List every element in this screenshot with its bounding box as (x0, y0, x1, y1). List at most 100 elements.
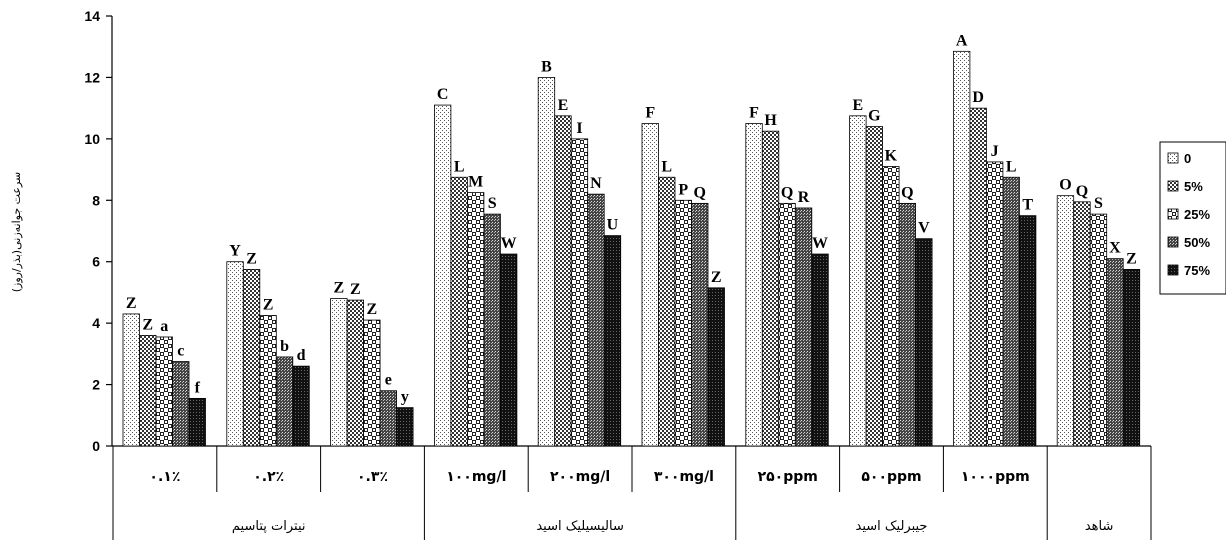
bar-letter-label: Y (229, 243, 241, 260)
bar-letter-label: X (1109, 240, 1121, 257)
bar-letter-label: Z (350, 281, 361, 298)
bar-letter-label: N (590, 175, 602, 192)
bar-letter-label: c (177, 343, 184, 360)
bar (882, 166, 900, 447)
legend-swatch (1167, 208, 1179, 220)
legend-label: 5% (1184, 179, 1203, 194)
bar (122, 313, 140, 447)
bar (330, 298, 348, 447)
y-tick-label: 6 (92, 254, 100, 270)
bar-letter-label: Z (126, 295, 137, 312)
legend-swatch (1167, 180, 1179, 192)
bar (794, 207, 813, 447)
y-tick-label: 8 (92, 192, 100, 208)
category-label: ٢۵٠ppm (758, 469, 818, 485)
bar-letter-label: T (1022, 197, 1033, 214)
y-tick-label: 4 (92, 315, 100, 331)
bar (986, 161, 1004, 447)
bar (1089, 213, 1108, 447)
bar (346, 299, 365, 447)
bar (188, 397, 206, 447)
group-label: شاهد (1085, 519, 1114, 534)
bar-letter-label: S (1094, 195, 1103, 212)
bar-letter-label: Q (694, 184, 706, 201)
category-label: ٢٠٠mg/l (550, 469, 610, 485)
bar-letter-label: Q (781, 184, 793, 201)
bar-letter-label: e (385, 372, 392, 389)
bar-letter-label: Z (334, 280, 345, 297)
bar (969, 107, 987, 447)
bar-letter-label: Z (142, 316, 153, 333)
bar-letter-label: V (918, 220, 930, 237)
bar-letter-label: K (885, 148, 898, 165)
legend-swatch (1167, 152, 1179, 164)
bar-letter-label: Z (367, 301, 378, 318)
bar-letter-label: R (798, 189, 810, 206)
bar-letter-label: M (468, 174, 483, 191)
legend-swatch (1167, 264, 1179, 276)
bar (641, 123, 659, 447)
bar (674, 199, 692, 447)
bar (778, 202, 796, 447)
bar (275, 356, 294, 447)
bar (1106, 258, 1124, 447)
category-label: ٠.٣٪ (357, 469, 388, 485)
bar-letter-label: P (678, 181, 688, 198)
bar-letter-label: W (812, 235, 828, 252)
bar (745, 123, 763, 447)
bar (587, 193, 605, 447)
group-label: جیبرلیک اسید (856, 519, 928, 534)
group-label: سالیسیلیک اسید (536, 519, 624, 534)
bar (450, 176, 468, 447)
bar (433, 104, 452, 447)
bar (1002, 176, 1020, 447)
bar-letter-label: G (868, 108, 881, 125)
bar (379, 390, 398, 447)
bar-letter-label: d (297, 347, 306, 364)
bar (483, 213, 501, 447)
bar-letter-label: Q (1076, 183, 1088, 200)
bar-letter-label: B (541, 58, 552, 75)
y-tick-label: 14 (84, 8, 100, 24)
bar-letter-label: f (195, 379, 201, 396)
bar (811, 253, 829, 447)
y-tick-label: 12 (84, 69, 100, 85)
bar (155, 336, 173, 447)
category-label: ١٠٠٠ppm (961, 469, 1030, 485)
bar-letter-label: D (972, 89, 984, 106)
bar-letter-label: Z (246, 250, 257, 267)
bar (1073, 201, 1091, 447)
bar (865, 126, 883, 447)
bar-letter-label: Z (263, 296, 274, 313)
bar-letter-label: O (1059, 177, 1071, 194)
bar (849, 115, 867, 447)
bar (1056, 195, 1075, 447)
bar-letter-label: A (956, 32, 968, 49)
bar-letter-label: Q (901, 184, 913, 201)
bar-letter-label: U (607, 217, 619, 234)
category-label: ٠.٢٪ (253, 469, 284, 485)
bar (761, 130, 780, 447)
bar (242, 268, 261, 447)
bar (603, 235, 622, 447)
y-tick-label: 2 (92, 377, 100, 393)
y-tick-label: 0 (92, 438, 100, 454)
group-label: نیترات پتاسیم (232, 519, 306, 534)
bar (172, 361, 190, 447)
bar (915, 238, 933, 447)
bar-letter-label: E (853, 97, 864, 114)
bar-letter-label: I (576, 120, 582, 137)
legend-label: 50% (1184, 235, 1210, 250)
legend-label: 75% (1184, 263, 1210, 278)
bar-letter-label: L (1006, 158, 1017, 175)
bar (953, 50, 971, 447)
bar-letter-label: W (501, 235, 517, 252)
bar-letter-label: H (764, 112, 777, 129)
bar-letter-label: b (280, 338, 289, 355)
bar (570, 138, 589, 447)
bar (396, 407, 414, 447)
bar (898, 202, 916, 447)
bar (499, 253, 518, 447)
category-label: ۵٠٠ppm (861, 469, 921, 485)
